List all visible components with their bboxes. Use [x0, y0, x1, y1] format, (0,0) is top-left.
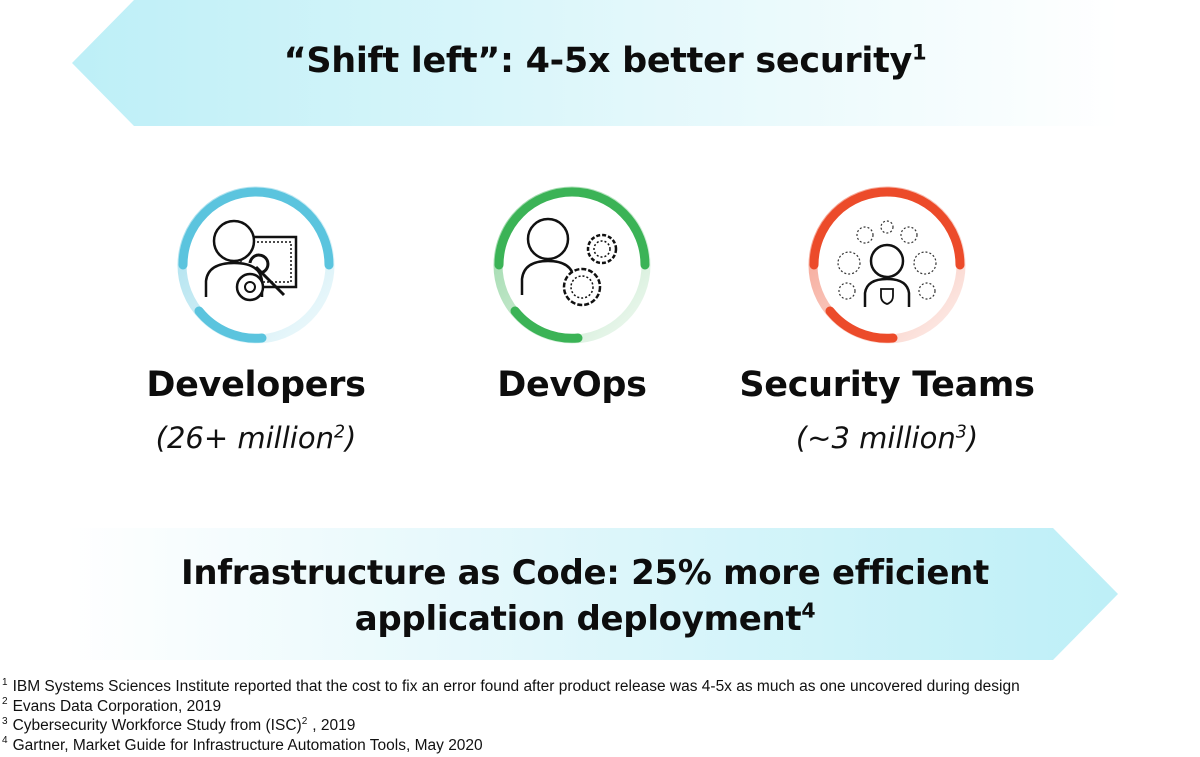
persona-developers: Developers (26+ million2): [96, 183, 416, 455]
bottom-right-arrow: [65, 528, 1118, 660]
persona-label: Security Teams: [739, 365, 1035, 405]
footnotes: 1 IBM Systems Sciences Institute reported…: [2, 677, 1198, 755]
footnote: 2 Evans Data Corporation, 2019: [2, 696, 222, 715]
top-left-arrow: [72, 0, 1120, 126]
persona-label: DevOps: [497, 365, 647, 405]
bottom-banner-line1: Infrastructure as Code: 25% more efficie…: [181, 553, 989, 593]
security-shield-icon: [808, 186, 966, 344]
persona-devops: DevOps: [412, 183, 732, 421]
top-banner-title: “Shift left”: 4-5x better security1: [283, 40, 927, 81]
persona-label: Developers: [146, 365, 366, 405]
persona-count: (26+ million2): [155, 421, 357, 455]
developer-wrench-icon: [177, 186, 335, 344]
bottom-banner-line2: application deployment4: [354, 598, 816, 639]
bottom-banner-title: Infrastructure as Code: 25% more efficie…: [60, 550, 1110, 642]
persona-count: (~3 million3): [795, 421, 979, 455]
persona-security: Security Teams (~3 million3): [727, 183, 1047, 455]
footnote: 4 Gartner, Market Guide for Infrastructur…: [2, 735, 483, 754]
footnote: 1 IBM Systems Sciences Institute reported…: [2, 676, 1020, 695]
devops-gears-icon: [493, 186, 651, 344]
footnote: 3 Cybersecurity Workforce Study from (ISC…: [2, 715, 356, 734]
